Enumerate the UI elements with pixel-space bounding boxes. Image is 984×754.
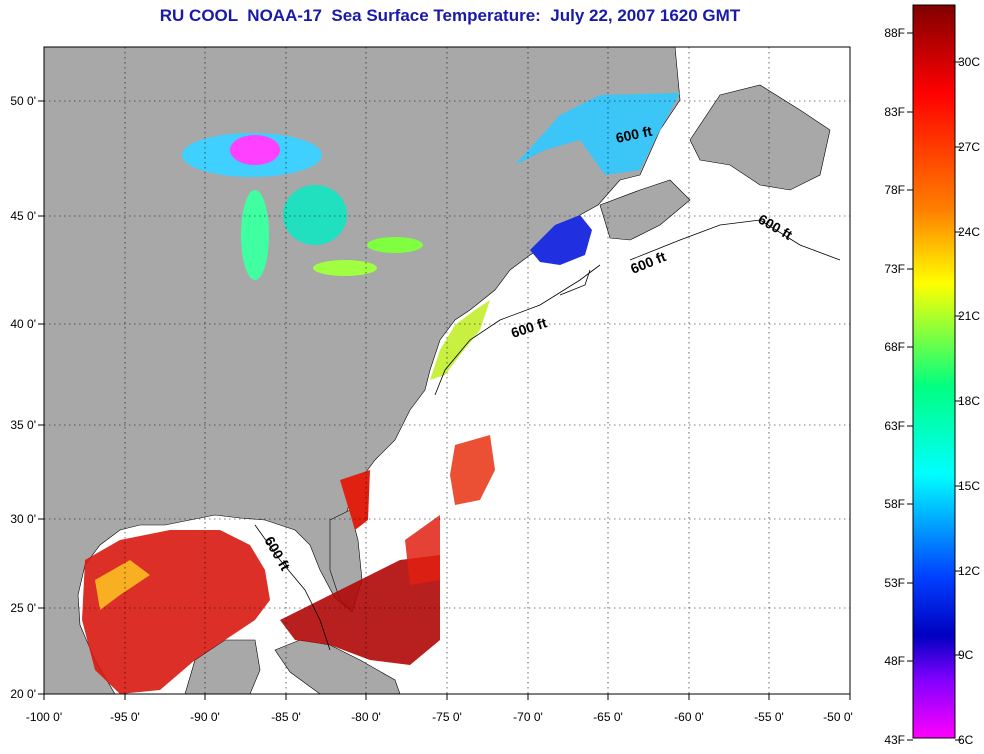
lat-tick-label: 20 0' — [10, 687, 36, 701]
lake-erie — [313, 260, 377, 276]
lon-tick-label: -100 0' — [26, 710, 62, 724]
colorbar-label-f: 48F — [884, 654, 905, 668]
colorbar-label-c: 15C — [958, 479, 980, 493]
lake-ontario — [367, 237, 423, 253]
depth-contour-600ft — [254, 219, 841, 651]
colorbar-label-c: 18C — [958, 394, 980, 408]
colorbar-label-f: 53F — [884, 576, 905, 590]
lake-michigan — [241, 190, 269, 280]
sst-florida-east — [340, 470, 370, 530]
landmass-newfoundland — [689, 84, 831, 191]
colorbar-label-c: 9C — [958, 648, 974, 662]
lat-tick-label: 45 0' — [10, 209, 36, 223]
colorbar-label-f: 83F — [884, 105, 905, 119]
lon-tick-label: -65 0' — [593, 710, 623, 724]
lat-tick-label: 50 0' — [10, 94, 36, 108]
sst-gulf-of-maine — [530, 215, 592, 265]
colorbar-label-c: 12C — [958, 564, 980, 578]
lat-tick-label: 40 0' — [10, 317, 36, 331]
sst-st-lawrence — [515, 93, 680, 175]
lon-tick-label: -60 0' — [674, 710, 704, 724]
colorbar-gradient — [912, 4, 956, 739]
sst-caribbean — [280, 555, 440, 665]
colorbar-label-c: 21C — [958, 309, 980, 323]
lon-tick-label: -70 0' — [513, 710, 543, 724]
lon-tick-label: -80 0' — [351, 710, 381, 724]
sst-mid-atlantic — [430, 300, 490, 380]
lon-tick-label: -50 0' — [823, 710, 853, 724]
colorbar-label-c: 27C — [958, 140, 980, 154]
colorbar-label-f: 58F — [884, 497, 905, 511]
colorbar-label-f: 78F — [884, 183, 905, 197]
lon-tick-label: -95 0' — [110, 710, 140, 724]
lat-tick-label: 30 0' — [10, 512, 36, 526]
colorbar-label-f: 43F — [884, 733, 905, 747]
colorbar-label-f: 73F — [884, 262, 905, 276]
landmass-nova-scotia — [599, 179, 691, 241]
lon-tick-label: -85 0' — [271, 710, 301, 724]
colorbar-label-c: 24C — [958, 225, 980, 239]
colorbar-label-c: 6C — [958, 733, 974, 747]
lat-tick-label: 35 0' — [10, 418, 36, 432]
sst-gulf-stream-patch — [450, 435, 495, 505]
colorbar-label-f: 88F — [884, 26, 905, 40]
contour-label: 600 ft — [614, 123, 653, 146]
sst-map: 600 ft 600 ft 600 ft 600 ft 600 ft -100 … — [10, 46, 853, 724]
lake-huron — [283, 185, 347, 245]
colorbar-label-f: 63F — [884, 419, 905, 433]
lon-tick-label: -75 0' — [432, 710, 462, 724]
lon-tick-label: -90 0' — [190, 710, 220, 724]
lon-tick-label: -55 0' — [754, 710, 784, 724]
lat-tick-label: 25 0' — [10, 601, 36, 615]
map-title: RU COOL NOAA-17 Sea Surface Temperature:… — [159, 6, 741, 25]
colorbar-label-c: 30C — [958, 55, 980, 69]
colorbar-label-f: 68F — [884, 340, 905, 354]
